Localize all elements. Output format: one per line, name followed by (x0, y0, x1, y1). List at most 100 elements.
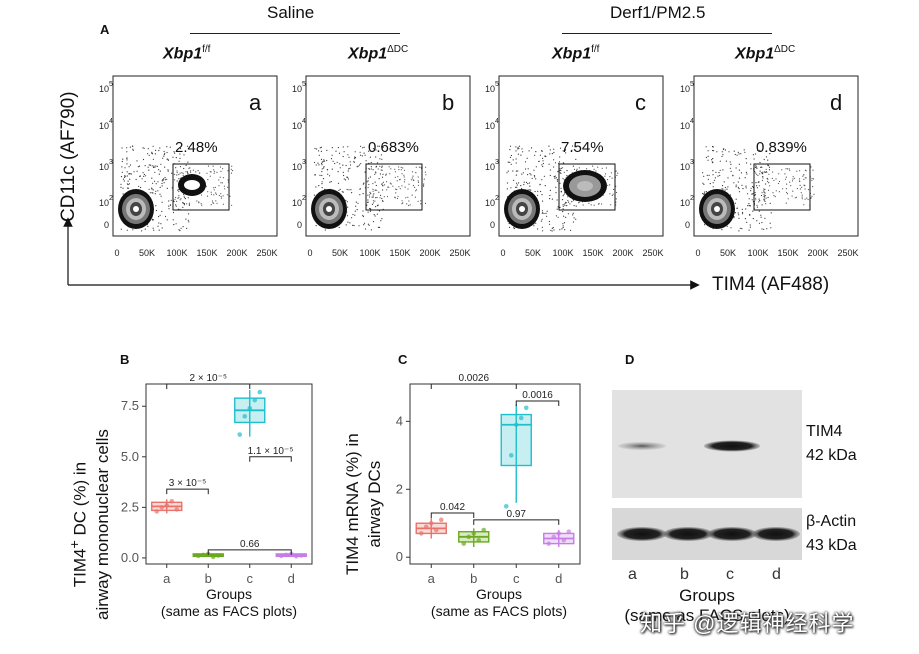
panel-a-letter: A (100, 22, 110, 37)
panel-b-chart: 0.0 2.5 5.0 7.5 a b c d 2 × 10⁻⁵ 3 × 10⁻⁵ 1.1 × 10… (121, 373, 313, 586)
facs-event (777, 182, 780, 185)
facs-event (329, 181, 331, 183)
facs-event (182, 202, 184, 204)
bracket-line (207, 549, 292, 555)
facs-event (612, 193, 614, 195)
facs-y-tick: 0 (297, 220, 302, 230)
facs-event (323, 166, 325, 168)
significance-bracket: 0.66 (207, 539, 292, 555)
facs-event (343, 174, 345, 177)
facs-event (314, 147, 316, 150)
facs-event (406, 203, 408, 205)
panel-b-x-label: Groups (same as FACS plots) (160, 586, 298, 619)
facs-event (751, 182, 753, 184)
facs-event (187, 173, 189, 175)
facs-event (724, 189, 726, 191)
facs-event (522, 172, 525, 174)
facs-event (219, 176, 221, 178)
facs-x-tick: 0 (114, 248, 119, 258)
facs-event (563, 171, 565, 173)
facs-y-tick: 0 (104, 220, 109, 230)
facs-event (353, 161, 355, 163)
facs-event (526, 157, 528, 159)
facs-event (153, 229, 155, 231)
facs-event (220, 182, 222, 184)
x-tick-label: a (428, 571, 436, 586)
facs-event (425, 166, 427, 168)
facs-event (757, 174, 759, 177)
facs-event (354, 156, 356, 158)
facs-event (524, 161, 527, 163)
facs-event (346, 188, 348, 191)
y-tick-label: 2 (396, 481, 403, 496)
facs-event (148, 164, 150, 166)
facs-event (179, 230, 181, 232)
facs-event (158, 169, 160, 171)
facs-event (766, 171, 768, 173)
facs-event (606, 179, 609, 181)
derf-bracket-line (562, 33, 772, 34)
facs-event (336, 161, 338, 163)
data-point (566, 529, 572, 535)
facs-event (721, 185, 724, 187)
facs-event (372, 188, 374, 190)
facs-event (554, 162, 557, 164)
facs-event (161, 201, 163, 203)
facs-event (379, 158, 381, 160)
facs-event (321, 161, 323, 163)
facs-event (573, 149, 576, 151)
facs-event (339, 167, 341, 169)
facs-event (318, 154, 320, 156)
facs-event (369, 210, 372, 212)
facs-event (342, 155, 344, 158)
facs-event (183, 154, 185, 156)
facs-event (741, 228, 743, 230)
facs-event (748, 198, 750, 200)
facs-event (548, 145, 550, 147)
group-derf-label: Derf1/PM2.5 (610, 3, 706, 22)
facs-event (507, 161, 509, 163)
facs-event (376, 213, 378, 215)
facs-event (158, 229, 160, 231)
facs-event (756, 187, 759, 189)
facs-y-tick-exp: 2 (495, 195, 499, 202)
facs-y-tick-exp: 3 (109, 159, 113, 166)
facs-event (811, 195, 813, 197)
facs-event (184, 196, 186, 199)
facs-event (534, 190, 536, 193)
facs-event (423, 183, 425, 185)
facs-event (542, 200, 544, 202)
genotype-ff-1: Xbp1f/f (163, 44, 211, 63)
facs-event (226, 194, 228, 196)
p-value-label: 0.0016 (522, 390, 553, 401)
facs-event (768, 169, 771, 171)
facs-y-tick: 10 (292, 84, 302, 94)
facs-event (132, 229, 134, 231)
facs-event (555, 215, 558, 217)
facs-event (155, 205, 157, 207)
facs-event (572, 221, 575, 223)
facs-event (767, 178, 769, 180)
facs-event (382, 146, 384, 148)
box-a (151, 499, 183, 514)
facs-event (705, 156, 708, 159)
facs-event (748, 205, 751, 207)
facs-event (575, 146, 577, 148)
facs-event (711, 159, 713, 161)
facs-event (727, 186, 729, 188)
facs-event (565, 216, 567, 218)
facs-event (359, 151, 361, 153)
facs-event (331, 168, 333, 170)
facs-y-tick-exp: 5 (109, 81, 113, 88)
facs-event (121, 160, 123, 163)
facs-event (716, 151, 718, 153)
significance-bracket: 3 × 10⁻⁵ (166, 478, 209, 495)
facs-event (374, 181, 376, 183)
facs-event (546, 210, 548, 212)
facs-event (542, 157, 544, 159)
facs-event (555, 192, 557, 194)
facs-event (142, 172, 144, 174)
facs-event (717, 175, 719, 177)
facs-event (376, 162, 379, 164)
facs-event (762, 173, 764, 175)
